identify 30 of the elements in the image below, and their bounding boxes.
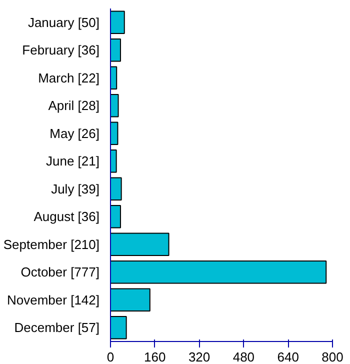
y-tick-label: April [28] bbox=[48, 98, 100, 114]
y-tick-label: September [210] bbox=[3, 236, 100, 252]
y-tick-label: January [50] bbox=[28, 14, 100, 30]
bar bbox=[110, 288, 150, 312]
x-tick-label: 160 bbox=[144, 350, 166, 364]
bar bbox=[110, 38, 121, 62]
y-tick-label: March [22] bbox=[38, 70, 100, 86]
x-tick-label: 480 bbox=[232, 350, 255, 364]
bar bbox=[110, 122, 118, 145]
x-tick-label: 800 bbox=[322, 350, 344, 364]
y-tick-label: February [36] bbox=[22, 42, 100, 58]
bar bbox=[110, 260, 327, 284]
bar bbox=[110, 177, 122, 200]
y-tick-label: November [142] bbox=[7, 292, 100, 308]
bar bbox=[110, 94, 119, 118]
bar bbox=[110, 232, 170, 256]
x-tick-label: 320 bbox=[188, 350, 210, 364]
y-tick-label: December [57] bbox=[14, 320, 100, 336]
x-tick-label: 0 bbox=[106, 350, 114, 364]
y-tick-label: July [39] bbox=[51, 181, 100, 196]
bar bbox=[110, 205, 121, 228]
bar bbox=[110, 10, 125, 34]
bar bbox=[110, 316, 127, 340]
y-tick-label: June [21] bbox=[46, 154, 100, 169]
y-tick-label: August [36] bbox=[34, 209, 100, 224]
bar bbox=[110, 66, 118, 90]
x-tick-label: 640 bbox=[277, 350, 299, 364]
y-tick-label: October [777] bbox=[20, 264, 100, 280]
y-tick-label: May [26] bbox=[50, 126, 100, 141]
bar bbox=[110, 150, 117, 173]
